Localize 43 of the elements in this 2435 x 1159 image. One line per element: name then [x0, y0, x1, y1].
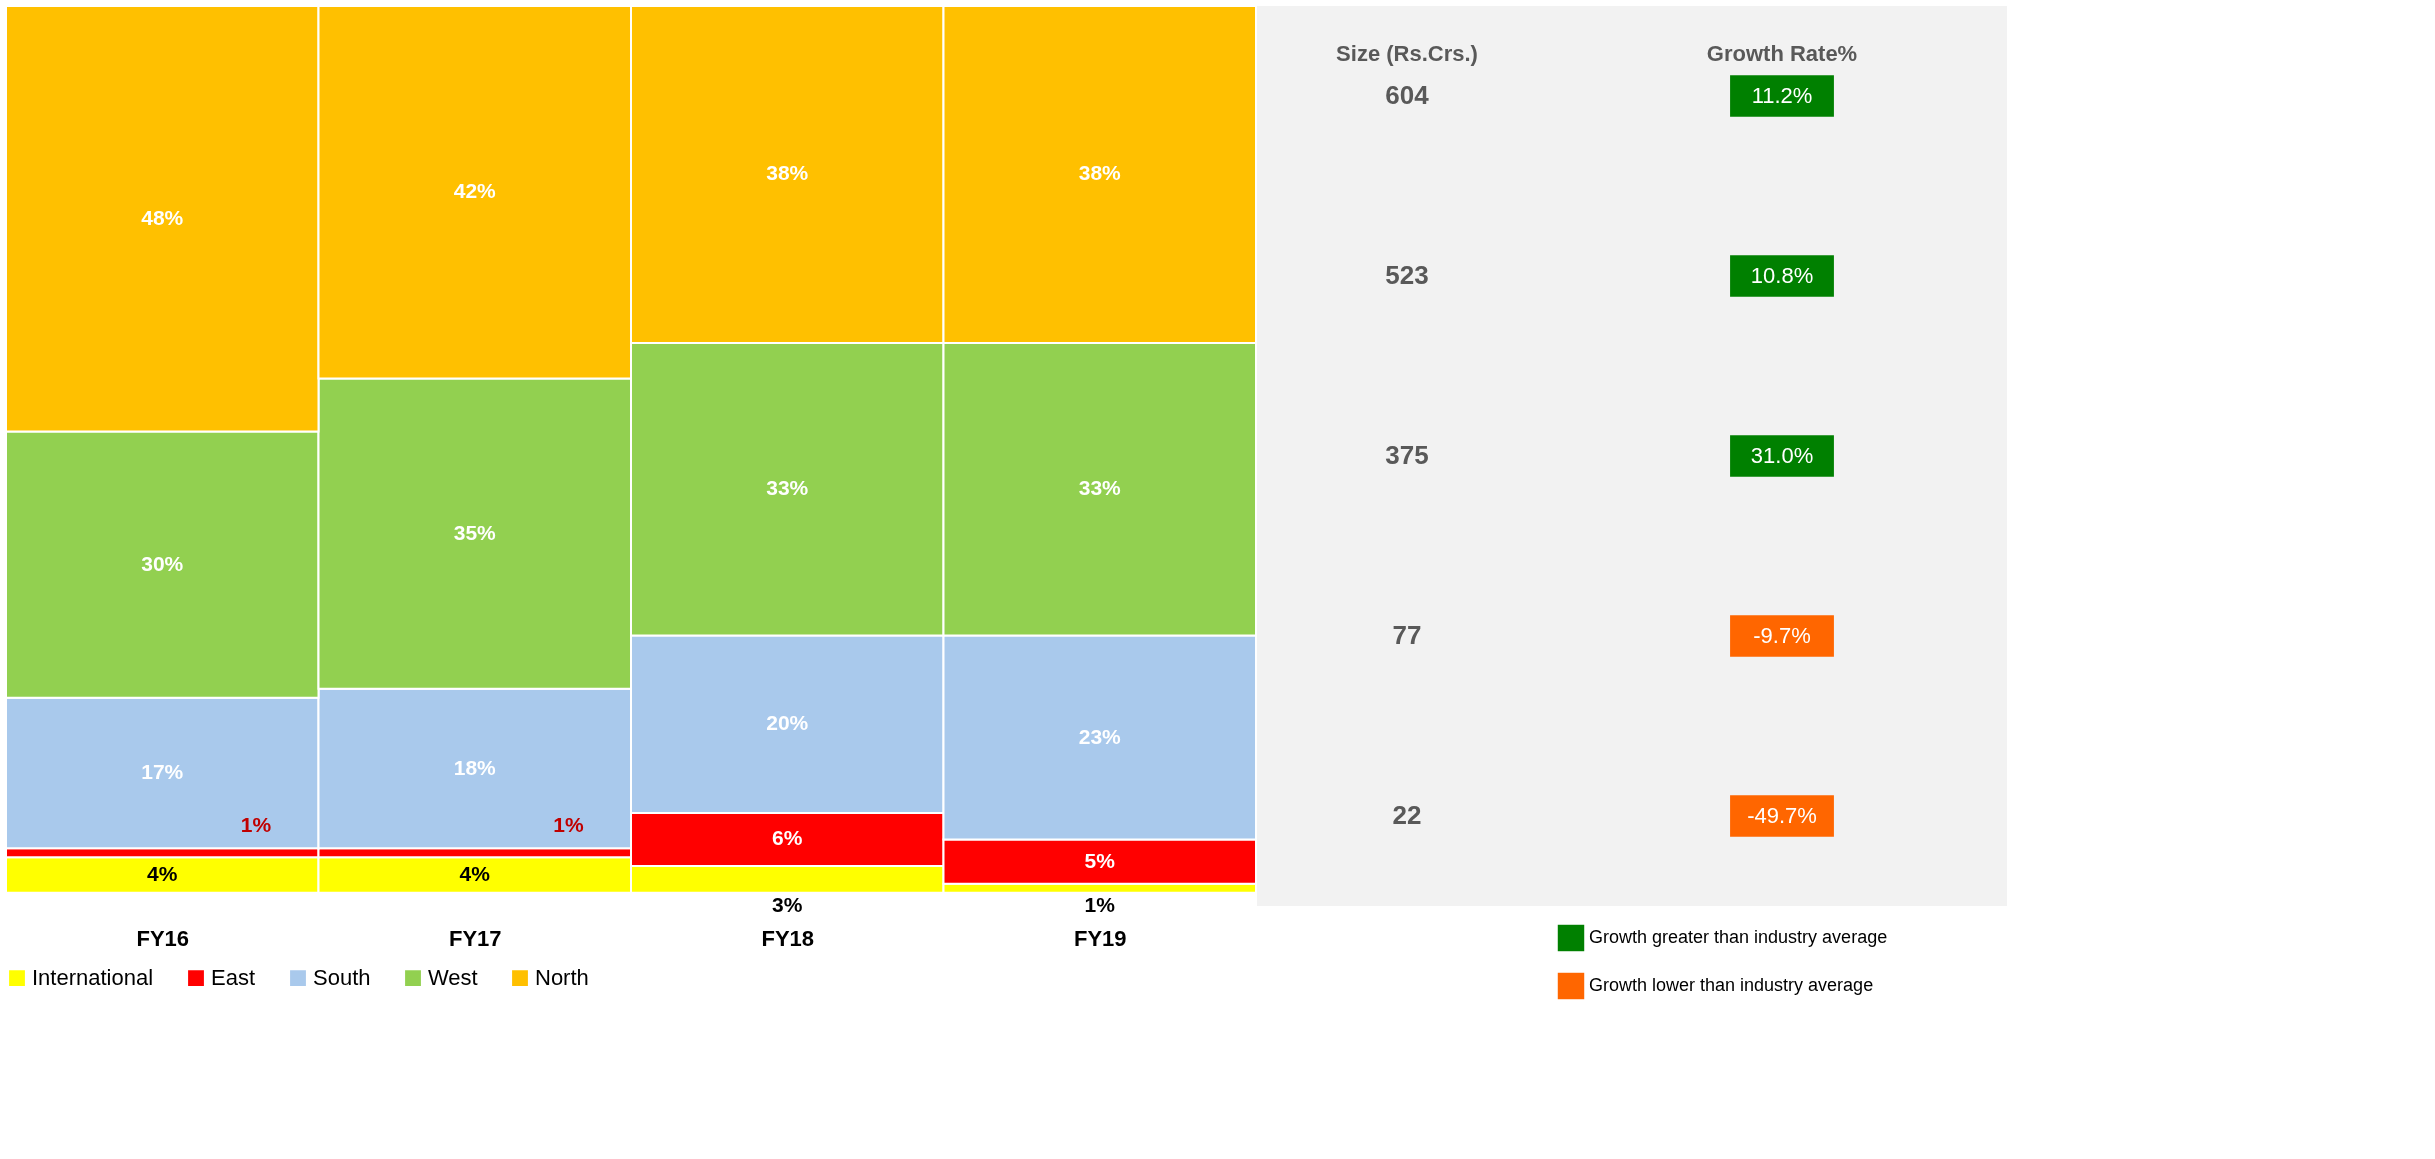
- x-tick-label: FY18: [761, 925, 815, 951]
- x-tick-label: FY19: [1073, 925, 1127, 951]
- legend-label: North: [535, 965, 589, 991]
- data-label: 4%: [147, 861, 178, 885]
- data-label: 31.0%: [1750, 443, 1814, 468]
- data-label: 4%: [459, 861, 491, 885]
- data-label: 33%: [766, 476, 809, 500]
- data-label: 3%: [772, 893, 803, 916]
- data-label: 33%: [1078, 476, 1122, 500]
- data-label: 10.8%: [1750, 263, 1814, 288]
- data-label: 38%: [1078, 161, 1122, 185]
- data-label: 35%: [453, 520, 497, 544]
- data-label: 11.2%: [1751, 83, 1813, 108]
- data-label: 1%: [1084, 893, 1116, 916]
- text: Growth greater than industry average: [1589, 927, 1888, 947]
- legend-label: West: [428, 965, 478, 991]
- legend-label: South: [313, 965, 371, 991]
- data-label: 30%: [141, 551, 184, 575]
- legend-label: East: [211, 965, 256, 991]
- data-label: 1%: [553, 813, 584, 837]
- data-label: 23%: [1078, 724, 1122, 748]
- text: Growth Rate%: [1706, 41, 1858, 66]
- data-label: 5%: [1084, 848, 1116, 872]
- data-label: 6%: [772, 826, 803, 850]
- text: Growth lower than industry average: [1589, 975, 1874, 995]
- x-tick-label: FY17: [448, 925, 502, 951]
- data-label: 523: [1385, 260, 1429, 290]
- data-label: 42%: [453, 179, 497, 203]
- data-label: 18%: [453, 755, 497, 779]
- legend-label: International: [32, 965, 154, 991]
- data-label: 20%: [766, 711, 809, 735]
- data-label: -9.7%: [1753, 623, 1811, 648]
- x-tick-label: FY16: [136, 925, 190, 951]
- data-label: 604: [1385, 80, 1430, 110]
- data-label: -49.7%: [1747, 803, 1817, 828]
- text: Size (Rs.Crs.): [1336, 41, 1478, 66]
- data-label: 17%: [141, 760, 184, 783]
- data-label: 375: [1385, 440, 1429, 470]
- data-label: 1%: [240, 813, 272, 837]
- data-label: 77: [1392, 620, 1422, 650]
- data-label: 22: [1392, 800, 1422, 830]
- data-label: 48%: [141, 205, 184, 229]
- data-label: 38%: [766, 161, 809, 185]
